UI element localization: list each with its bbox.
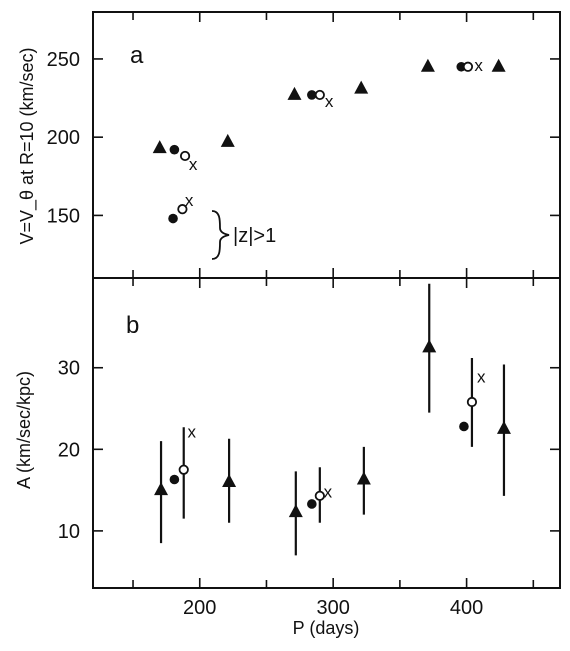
top-filled-circle-point (168, 213, 178, 224)
bottom-x-tick-label: 300 (316, 597, 349, 619)
bottom-y-axis-title: A (km/sec/kpc) (14, 371, 34, 489)
bottom-filled-circle-point (169, 474, 180, 485)
top-triangle-point (420, 58, 435, 72)
z-annotation-group: |z|>1 (211, 210, 276, 260)
top-triangle-point (287, 86, 302, 100)
top-y-axis-title: V=V_θ at R=10 (km/sec) (17, 47, 38, 244)
bottom-triangle-point (222, 473, 237, 487)
bottom-x-marker: x (187, 422, 196, 441)
z-brace-shape (211, 210, 230, 260)
top-x-marker: x (185, 191, 194, 210)
top-triangle-point (491, 58, 506, 72)
x-axis-title: P (days) (293, 618, 360, 638)
bottom-x-tick-label: 400 (450, 597, 483, 619)
top-open-circle-point (179, 150, 191, 162)
top-open-circle-point (177, 204, 188, 215)
top-open-circle-point (462, 61, 474, 72)
bottom-filled-circle-point (459, 421, 469, 432)
top-triangle-point (354, 80, 369, 94)
bottom-open-circle-point (466, 396, 478, 408)
bottom-panel-ticks: 10 20 30 200 300 400 (58, 278, 560, 619)
top-x-marker: x (189, 155, 198, 174)
bottom-triangle-point (422, 339, 437, 353)
bottom-triangle-point (288, 504, 303, 518)
bottom-panel-frame (92, 277, 561, 589)
bottom-y-tick-label: 20 (58, 439, 80, 461)
bottom-open-circle-point (314, 490, 325, 501)
panel-label-a: a (130, 42, 144, 69)
bottom-triangle-point (496, 420, 511, 434)
top-y-tick-label: 200 (47, 127, 80, 149)
bottom-triangle-point (356, 471, 371, 485)
top-triangle-point (152, 140, 167, 154)
top-triangle-point (220, 133, 235, 147)
top-filled-circle-point (307, 90, 317, 100)
panel-label-b: b (126, 312, 139, 339)
top-x-marker: x (474, 56, 483, 75)
bottom-open-circle-point (178, 464, 189, 475)
bottom-x-tick-label: 200 (183, 597, 216, 619)
top-y-tick-label: 150 (47, 205, 80, 227)
z-annotation-label: |z|>1 (233, 225, 276, 247)
bottom-x-marker: x (477, 368, 486, 387)
top-panel-frame (92, 11, 561, 279)
top-x-marker: x (325, 92, 334, 111)
top-panel-ticks: 150 200 250 (47, 12, 560, 278)
bottom-y-tick-label: 10 (58, 521, 80, 543)
top-filled-circle-point (169, 144, 180, 155)
bottom-filled-circle-point (307, 499, 317, 509)
bottom-y-tick-label: 30 (58, 358, 80, 380)
bottom-x-marker: x (324, 483, 333, 502)
top-open-circle-point (314, 89, 325, 101)
bottom-panel-marks: x x x (154, 283, 511, 556)
top-y-tick-label: 250 (47, 49, 80, 71)
bottom-triangle-point (154, 482, 169, 496)
